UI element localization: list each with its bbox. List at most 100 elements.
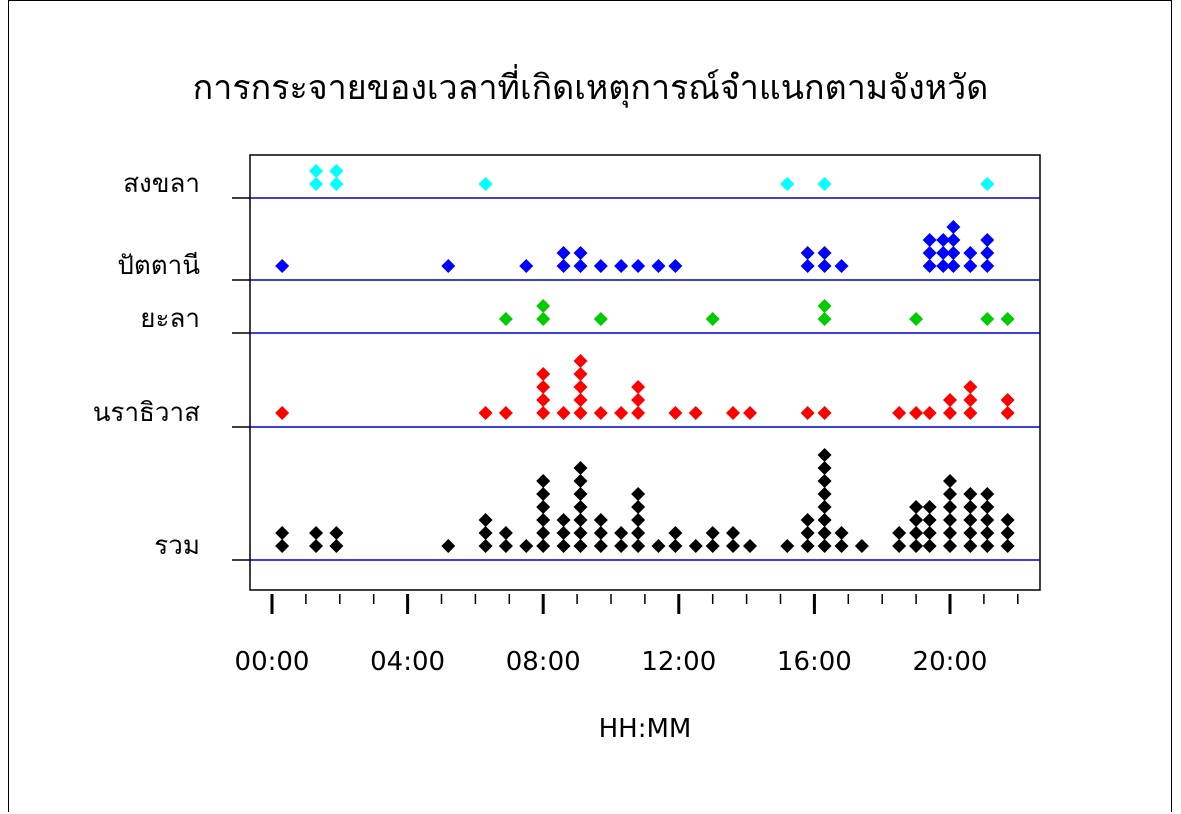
data-point [498,406,513,420]
data-point [963,380,978,394]
data-point [817,500,832,514]
data-point [631,500,646,514]
data-point [705,526,720,540]
data-point [963,259,978,273]
y-tick-label: ปัตตานี [117,251,200,281]
data-point [936,259,951,273]
data-point [817,299,832,313]
data-point [668,406,683,420]
data-point [309,539,324,553]
data-point [631,393,646,407]
y-tick-label: ยะลา [140,304,200,334]
data-point [309,526,324,540]
data-point [909,406,924,420]
data-point [275,406,290,420]
data-point [573,259,588,273]
chart-frame [8,0,1172,812]
plot-area [249,154,1041,591]
data-point [963,487,978,501]
data-point [943,406,957,420]
data-point [498,539,513,553]
data-point [946,246,961,260]
data-point [614,406,629,420]
data-point [536,380,551,394]
data-point [275,526,290,540]
data-point [573,246,588,260]
data-point [536,513,551,527]
data-point [922,526,937,540]
data-point [946,220,961,234]
data-point [943,500,957,514]
data-point [943,513,957,527]
data-point [556,259,571,273]
data-point [573,406,588,420]
data-point [817,461,832,475]
data-point [478,177,493,191]
data-point [817,539,832,553]
data-point [651,539,666,553]
data-point [817,246,832,260]
data-point [800,259,815,273]
data-point [668,539,683,553]
data-point [726,526,741,540]
data-point [963,246,978,260]
data-point [980,487,995,501]
data-point [573,354,588,368]
data-point [909,539,924,553]
data-point [726,406,741,420]
data-point [593,513,608,527]
data-point [329,526,344,540]
data-point [800,513,815,527]
data-point [780,539,795,553]
data-point [909,526,924,540]
data-point [892,526,907,540]
data-point [963,539,978,553]
data-point [536,487,551,501]
x-tick-label: 16:00 [777,647,852,677]
data-point [573,487,588,501]
data-point [556,513,571,527]
data-point [742,539,757,553]
data-point [963,526,978,540]
data-point [946,233,961,247]
data-point [651,259,666,273]
data-point [980,177,995,191]
data-point [1000,539,1015,553]
data-point [536,393,551,407]
data-point [478,513,493,527]
x-tick-label: 20:00 [913,647,988,677]
data-point [834,259,849,273]
data-point [536,500,551,514]
data-point [922,406,937,420]
data-point [631,513,646,527]
data-point [817,406,832,420]
data-point [963,406,978,420]
chart-title: การกระจายของเวลาที่เกิดเหตุการณ์จำแนกตาม… [192,68,989,108]
data-point [936,246,951,260]
data-point [817,448,832,462]
data-point [943,526,957,540]
data-point [556,246,571,260]
data-point [892,539,907,553]
data-point [800,526,815,540]
data-point [275,259,290,273]
data-point [1000,312,1015,326]
data-point [922,539,937,553]
data-point [1000,513,1015,527]
data-point [498,312,513,326]
data-point [329,164,344,178]
data-point [980,246,995,260]
data-point [536,299,551,313]
y-tick-label: สงขลา [123,169,200,199]
data-point [275,539,290,553]
data-point [834,526,849,540]
data-point [593,526,608,540]
data-point [593,539,608,553]
data-point [946,259,961,273]
data-point [614,539,629,553]
data-point [631,539,646,553]
data-point [536,474,551,488]
data-point [441,259,456,273]
data-point [980,539,995,553]
